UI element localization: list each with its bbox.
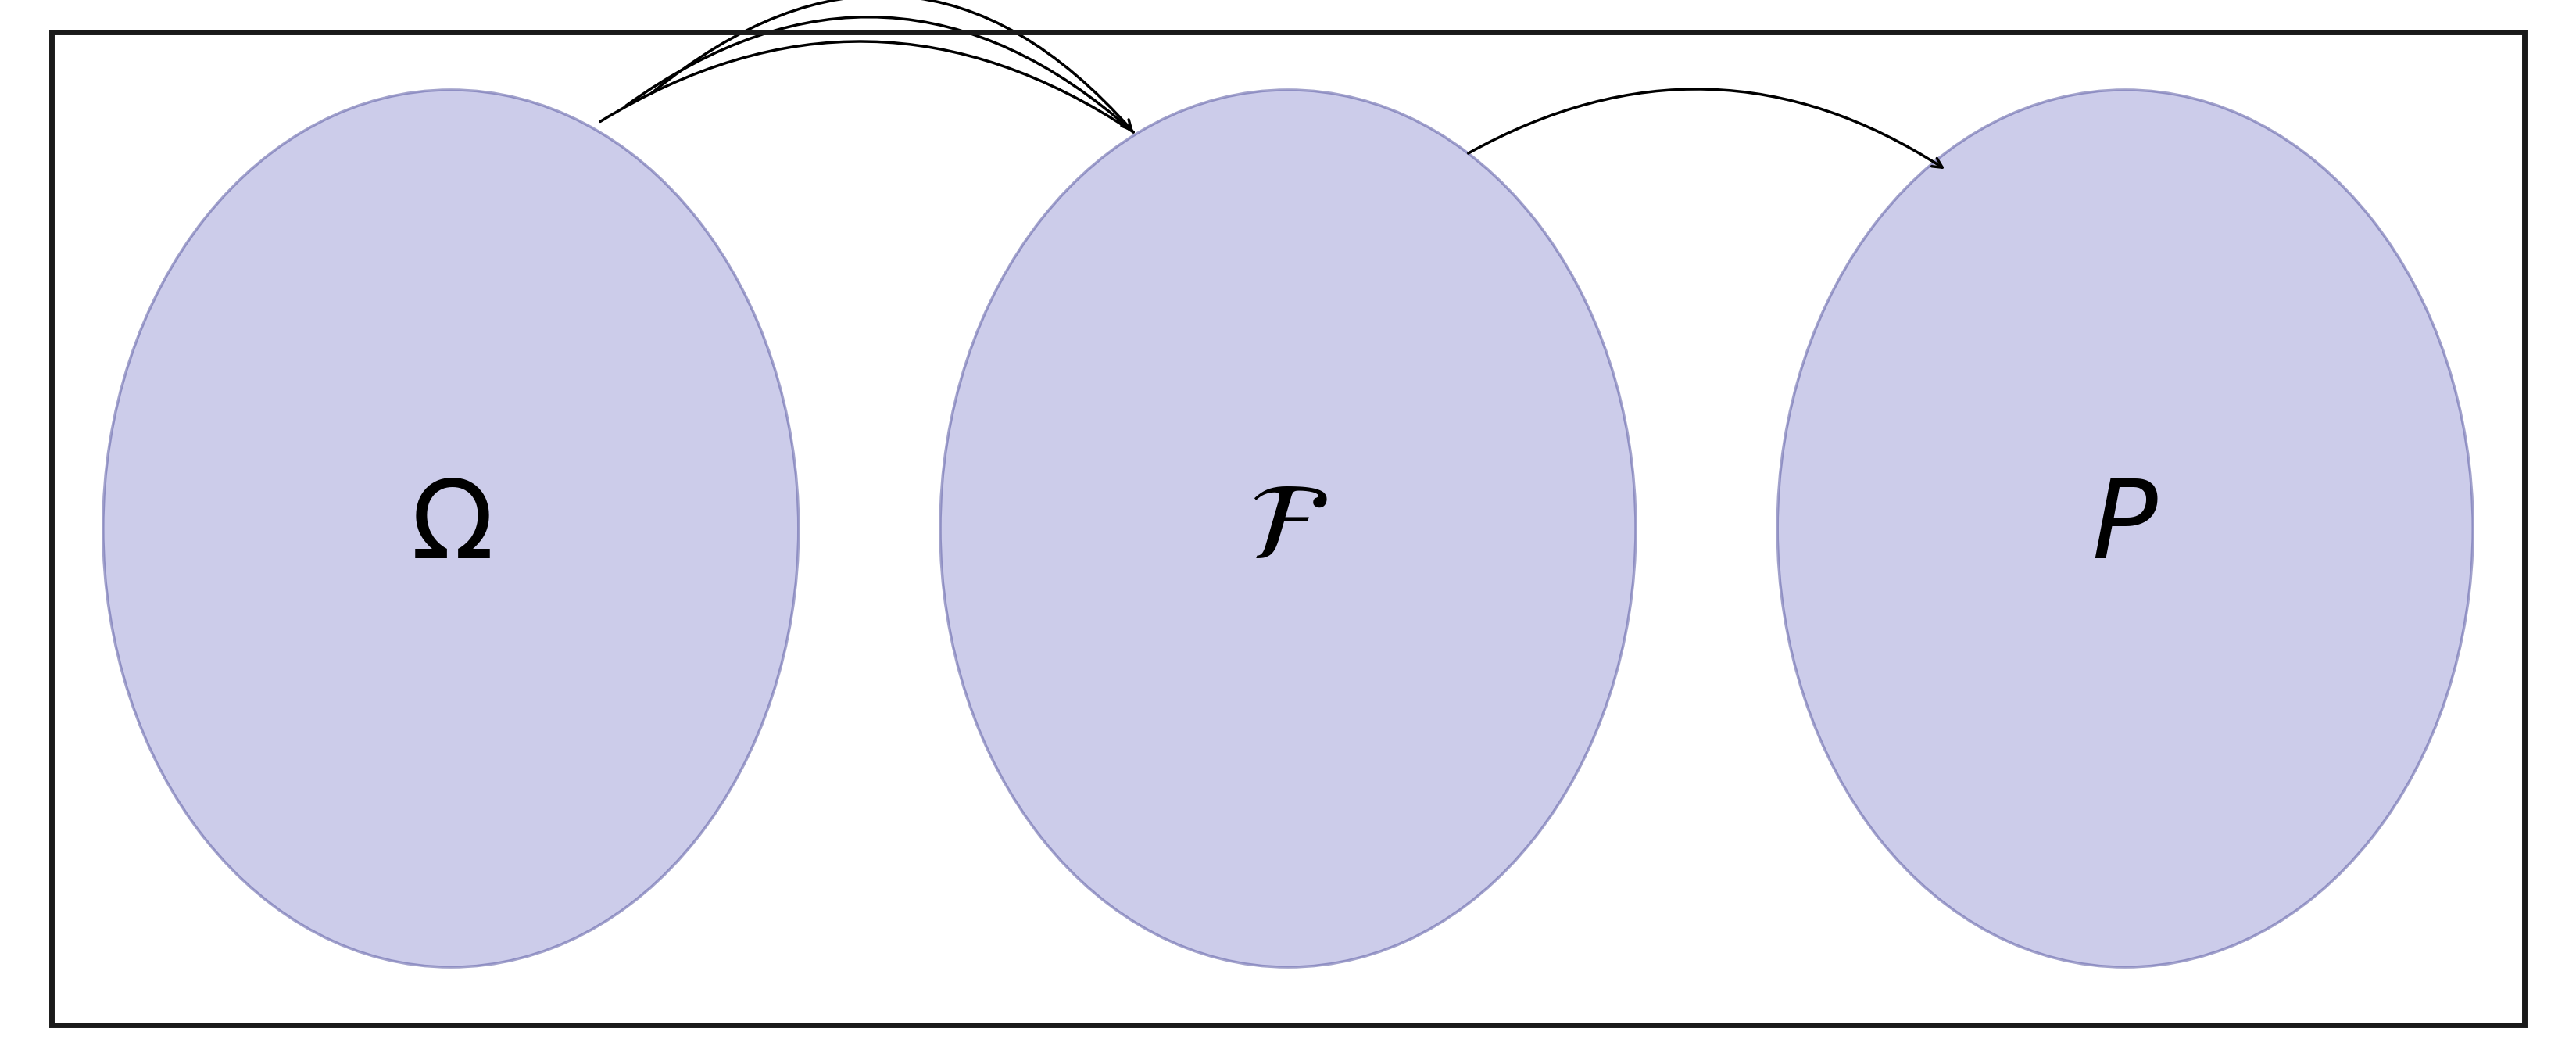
Ellipse shape — [1777, 90, 2473, 967]
Text: $P$: $P$ — [2092, 476, 2159, 581]
Text: $\Omega$: $\Omega$ — [410, 476, 492, 581]
Ellipse shape — [940, 90, 1636, 967]
Ellipse shape — [103, 90, 799, 967]
Text: $\mathcal{F}$: $\mathcal{F}$ — [1249, 476, 1327, 581]
